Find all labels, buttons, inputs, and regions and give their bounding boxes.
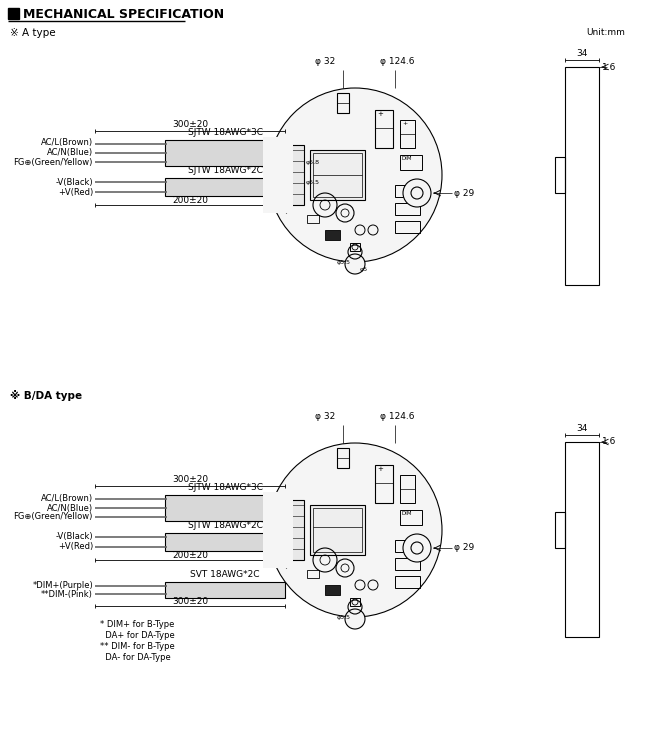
Text: Unit:mm: Unit:mm <box>586 28 625 37</box>
Text: 300±20: 300±20 <box>172 597 208 606</box>
Bar <box>313 508 362 552</box>
Text: -V(Black): -V(Black) <box>56 533 93 542</box>
Bar <box>325 230 340 240</box>
Text: +V(Red): +V(Red) <box>58 188 93 197</box>
Bar <box>165 178 285 196</box>
Circle shape <box>345 609 365 629</box>
Circle shape <box>345 254 365 274</box>
Bar <box>400 120 415 148</box>
Text: φ 32: φ 32 <box>315 57 335 66</box>
Bar <box>165 140 285 166</box>
Circle shape <box>403 534 431 562</box>
Text: φ5.5: φ5.5 <box>306 180 320 185</box>
Text: AC/L(Brown): AC/L(Brown) <box>41 494 93 503</box>
Bar <box>286 500 304 560</box>
Text: FG⊕(Green/Yellow): FG⊕(Green/Yellow) <box>13 512 93 522</box>
Text: **DIM-(Pink): **DIM-(Pink) <box>41 590 93 600</box>
Text: 200±20: 200±20 <box>172 196 208 205</box>
Bar <box>555 157 565 193</box>
Text: 200±20: 200±20 <box>172 551 208 560</box>
Bar <box>307 215 319 223</box>
Text: -V(Black): -V(Black) <box>56 177 93 186</box>
Text: 34: 34 <box>576 424 588 433</box>
Bar <box>395 185 420 197</box>
Bar <box>555 512 565 548</box>
Text: φ 124.6: φ 124.6 <box>380 57 415 66</box>
Bar <box>565 442 599 637</box>
Bar <box>286 145 304 205</box>
Bar <box>263 492 293 568</box>
Text: * DIM+ for B-Type: * DIM+ for B-Type <box>100 620 174 629</box>
Text: φ5.8: φ5.8 <box>306 160 320 165</box>
Bar <box>395 558 420 570</box>
Text: 300±20: 300±20 <box>172 475 208 484</box>
Text: FG⊕(Green/Yellow): FG⊕(Green/Yellow) <box>13 158 93 166</box>
Bar <box>307 570 319 578</box>
Text: DA- for DA-Type: DA- for DA-Type <box>100 653 171 662</box>
Text: ※ A type: ※ A type <box>10 28 56 38</box>
Bar <box>310 150 365 200</box>
Text: ** DIM- for B-Type: ** DIM- for B-Type <box>100 642 175 651</box>
Text: 34: 34 <box>576 49 588 58</box>
Text: SJTW 18AWG*2C: SJTW 18AWG*2C <box>188 521 263 530</box>
Bar <box>400 155 422 170</box>
Bar <box>165 533 285 551</box>
Text: φ5.5: φ5.5 <box>337 260 351 265</box>
Bar <box>395 203 420 215</box>
Text: 1.6: 1.6 <box>602 437 616 447</box>
Bar <box>565 67 599 285</box>
Text: SVT 18AWG*2C: SVT 18AWG*2C <box>190 570 260 579</box>
Bar <box>313 153 362 197</box>
Text: +V(Red): +V(Red) <box>58 542 93 551</box>
Bar <box>165 582 285 598</box>
Text: AC/N(Blue): AC/N(Blue) <box>47 503 93 512</box>
Text: DIM: DIM <box>402 511 413 516</box>
Bar <box>350 243 360 251</box>
Circle shape <box>268 443 442 617</box>
Text: DIM: DIM <box>402 156 413 161</box>
Circle shape <box>268 88 442 262</box>
Text: +: + <box>377 111 383 117</box>
Bar <box>337 448 349 468</box>
Text: MECHANICAL SPECIFICATION: MECHANICAL SPECIFICATION <box>23 8 224 21</box>
Text: *DIM+(Purple): *DIM+(Purple) <box>32 581 93 590</box>
Bar <box>325 585 340 595</box>
Bar <box>263 137 293 213</box>
Text: ※ B/DA type: ※ B/DA type <box>10 390 82 401</box>
Bar <box>400 475 415 503</box>
Bar <box>395 221 420 233</box>
Text: φ 32: φ 32 <box>315 412 335 421</box>
Bar <box>350 598 360 606</box>
Bar <box>375 465 393 503</box>
Text: AC/L(Brown): AC/L(Brown) <box>41 138 93 147</box>
Text: +: + <box>402 121 407 126</box>
Text: φ5: φ5 <box>360 267 368 272</box>
Text: SJTW 18AWG*3C: SJTW 18AWG*3C <box>188 483 263 492</box>
Text: +: + <box>377 466 383 472</box>
Bar <box>375 110 393 148</box>
Text: φ 29: φ 29 <box>454 188 474 197</box>
Text: 1.6: 1.6 <box>602 63 616 71</box>
Bar <box>337 93 349 113</box>
Text: AC/N(Blue): AC/N(Blue) <box>47 149 93 158</box>
Text: φ5.5: φ5.5 <box>337 615 351 620</box>
Text: φ 29: φ 29 <box>454 543 474 553</box>
Text: SJTW 18AWG*2C: SJTW 18AWG*2C <box>188 166 263 175</box>
Bar <box>310 505 365 555</box>
Text: φ 124.6: φ 124.6 <box>380 412 415 421</box>
Bar <box>8 8 19 19</box>
Text: 300±20: 300±20 <box>172 120 208 129</box>
Text: DA+ for DA-Type: DA+ for DA-Type <box>100 631 175 640</box>
Bar <box>400 510 422 525</box>
Text: SJTW 18AWG*3C: SJTW 18AWG*3C <box>188 128 263 137</box>
Bar <box>395 576 420 588</box>
Bar <box>395 540 420 552</box>
Circle shape <box>403 179 431 207</box>
Bar <box>165 495 285 521</box>
